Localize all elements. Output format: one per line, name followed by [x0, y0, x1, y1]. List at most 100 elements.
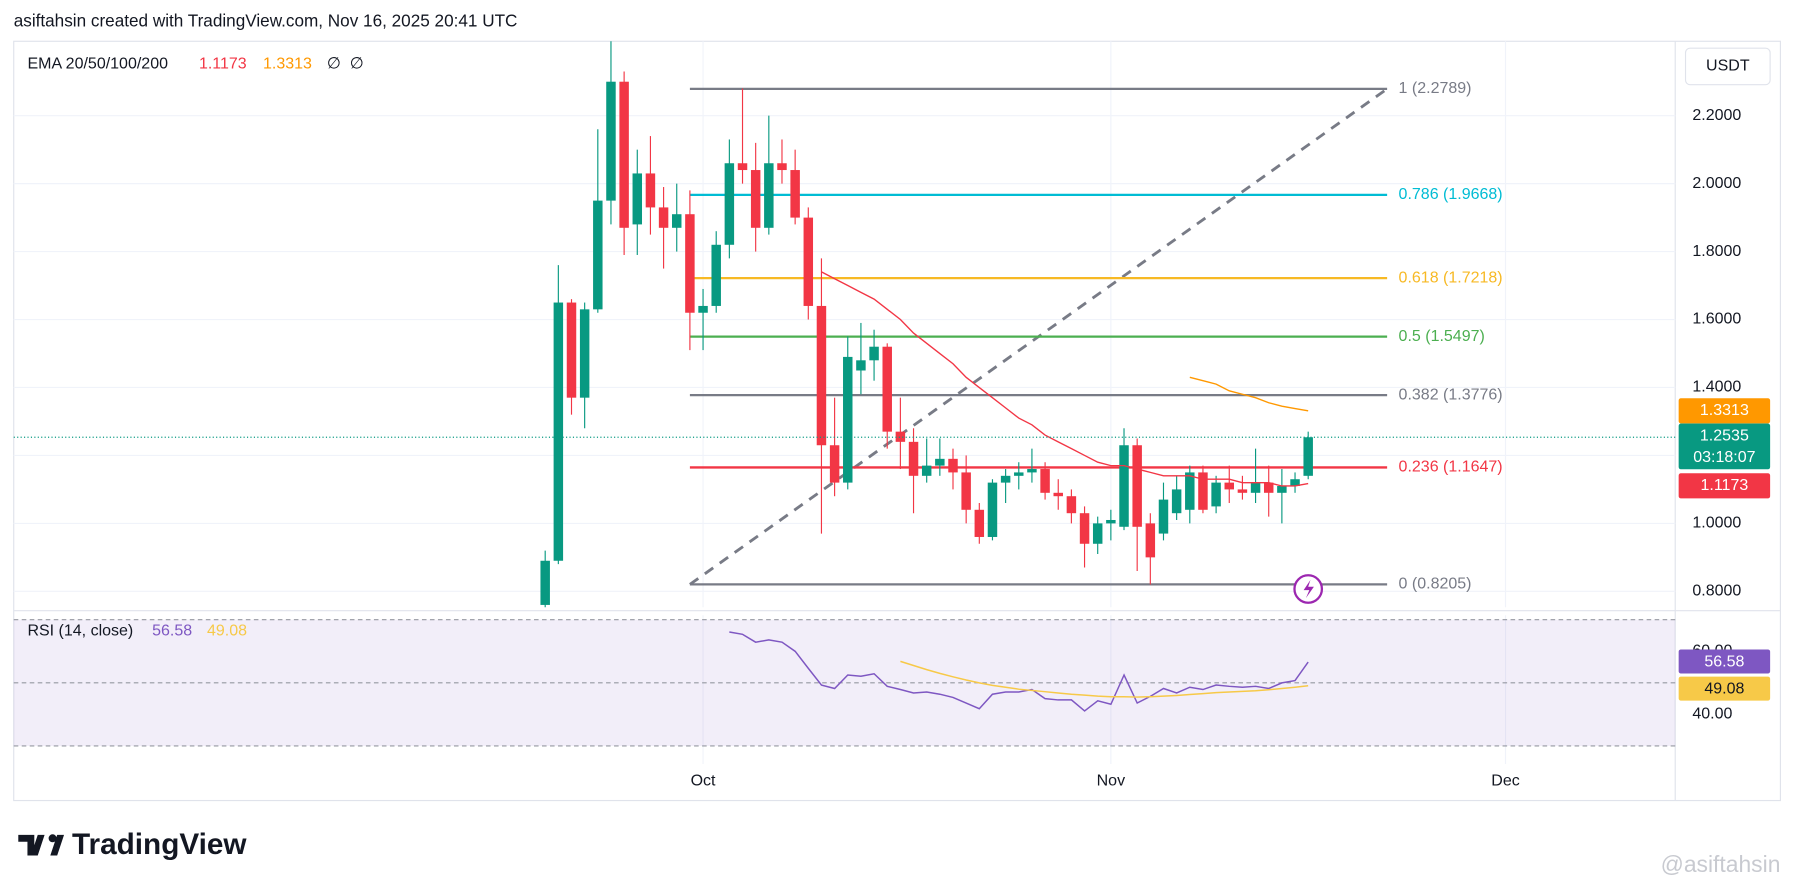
candle-body [1053, 492, 1063, 497]
candle-body [750, 170, 761, 228]
fib-label: 0 (0.8205) [1399, 576, 1472, 593]
ema-line [821, 271, 1309, 487]
x-tick-label: Oct [691, 772, 716, 789]
candle-body [1290, 479, 1300, 487]
y-tick-label: 0.8000 [1692, 583, 1741, 600]
rsi-band [13, 619, 1676, 746]
rsi-tick-label: 40.00 [1692, 706, 1732, 723]
logo: TradingView [18, 828, 247, 861]
x-tick-label: Dec [1491, 772, 1519, 789]
price-badge-label: 1.1173 [1701, 477, 1749, 494]
candle-body [790, 170, 800, 218]
candle-body [764, 163, 774, 228]
y-tick-label: 1.8000 [1692, 243, 1741, 260]
logo-dot [48, 834, 57, 843]
candle-body [672, 214, 682, 228]
ema100-value: ∅ [327, 55, 341, 72]
candle-body [724, 163, 735, 245]
rsi-line [729, 631, 1309, 712]
candle-body [685, 214, 695, 313]
x-tick-label: Nov [1097, 772, 1125, 789]
candle-body [1119, 445, 1129, 527]
y-tick-label: 1.6000 [1692, 311, 1741, 328]
candle-body [645, 173, 656, 208]
countdown: 03:18:07 [1693, 449, 1755, 466]
candle-body [1303, 437, 1313, 476]
candle-body [1263, 482, 1274, 493]
candle-body [777, 163, 787, 171]
plot: OctNovDec0.80001.00001.20001.40001.60001… [13, 41, 1771, 789]
price-badge-label: 1.3313 [1700, 402, 1749, 419]
y-tick-label: 1.4000 [1692, 379, 1741, 396]
y-tick-label: 1.0000 [1692, 515, 1741, 532]
candle-body [1014, 472, 1024, 476]
watermark: @asiftahsin [1661, 851, 1781, 877]
candle-body [1000, 475, 1011, 483]
candle-body [1079, 513, 1090, 544]
alert-bolt [1303, 579, 1314, 599]
y-tick-label: 2.0000 [1692, 175, 1741, 192]
rsi-lines [729, 631, 1309, 712]
logo-text: TradingView [72, 828, 247, 861]
fib-label: 0.382 (1.3776) [1399, 386, 1503, 403]
fib-label: 0.786 (1.9668) [1399, 186, 1503, 203]
candle-body [948, 458, 958, 473]
candle-body [921, 465, 932, 476]
candle-body [829, 445, 840, 483]
fib-label: 0.618 (1.7218) [1399, 269, 1503, 286]
price-badge [1678, 398, 1771, 424]
candle-body [869, 346, 879, 361]
candle-body [1237, 489, 1248, 493]
candle-body [1224, 482, 1234, 490]
rsi-badge-label: 49.08 [1704, 680, 1744, 697]
header-title: asiftahsin created with TradingView.com,… [14, 10, 518, 30]
indicator-legend: EMA 20/50/100/200 1.1173 1.3313 ∅ ∅ RSI … [27, 55, 363, 639]
fib-label: 0.236 (1.1647) [1399, 459, 1503, 476]
candle-body [566, 302, 577, 398]
currency: USDT [1706, 58, 1750, 75]
y-tick-label: 2.2000 [1692, 107, 1741, 124]
candle-body [698, 305, 708, 313]
price-badge [1678, 423, 1771, 470]
candle-body [843, 356, 853, 483]
candle-body [895, 431, 906, 442]
candle-body [816, 305, 827, 446]
candle-body [632, 173, 643, 225]
candles [540, 41, 1313, 608]
candle-body [1132, 445, 1142, 527]
rsi-badge [1678, 676, 1771, 701]
ema50-value: 1.3313 [263, 55, 312, 72]
fib-label: 1 (2.2789) [1399, 80, 1472, 97]
candle-body [553, 302, 564, 561]
candle-body [606, 81, 616, 201]
candle-body [1198, 472, 1208, 510]
candle-body [1027, 469, 1037, 473]
candle-body [856, 360, 866, 371]
rsi-line [900, 660, 1309, 698]
candle-body [1158, 499, 1169, 534]
candle-body [593, 200, 603, 310]
candle-body [1250, 482, 1261, 493]
rsi-ma-value: 49.08 [207, 623, 247, 640]
rsi-badge [1678, 649, 1771, 674]
logo-icon-part [50, 834, 65, 856]
candle-body [1106, 519, 1116, 524]
ema20-value: 1.1173 [199, 55, 247, 72]
rsi-label: RSI (14, close) [27, 623, 133, 640]
ema200-value: ∅ [350, 55, 364, 72]
candle-body [737, 163, 748, 171]
ema-line [1189, 376, 1309, 412]
candle-body [1145, 523, 1156, 558]
candle-body [1277, 486, 1287, 493]
candle-body [1171, 489, 1182, 514]
price-badge-label: 1.2535 [1700, 427, 1749, 444]
candle-body [658, 207, 669, 228]
candle-body [1211, 482, 1221, 507]
candle-body [908, 441, 919, 476]
candle-body [540, 560, 550, 605]
currency-box [1684, 47, 1771, 86]
candle-body [1040, 469, 1050, 493]
candle-body [711, 244, 721, 306]
candle-body [579, 309, 590, 398]
